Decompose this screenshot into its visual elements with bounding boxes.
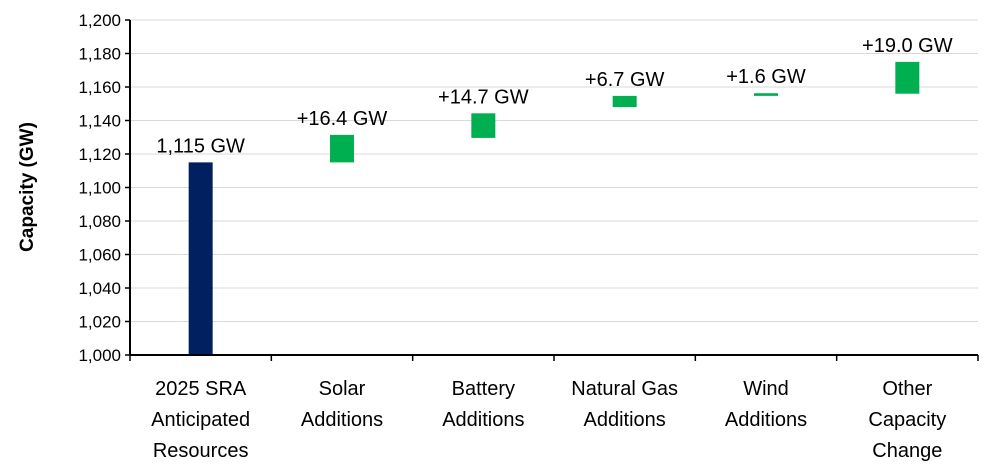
category-label: Resources [153, 440, 249, 462]
y-tick-label: 1,120 [78, 145, 121, 164]
data-label: +6.7 GW [585, 69, 665, 91]
bar-1 [188, 162, 213, 355]
category-label: Solar [319, 378, 366, 400]
y-tick-labels: 1,000 1,020 1,040 1,060 1,080 1,100 1,120 1,140… [78, 11, 121, 365]
y-tick-label: 1,040 [78, 279, 121, 298]
category-label: Additions [301, 409, 383, 431]
y-tick-label: 1,200 [78, 11, 121, 30]
category-label: 2025 SRA [155, 378, 247, 400]
category-labels: 2025 SRA Anticipated Resources Solar Additio… [151, 378, 946, 462]
bars [188, 61, 920, 355]
data-label: +19.0 GW [862, 35, 953, 57]
data-label: +1.6 GW [726, 66, 806, 88]
axes [125, 19, 979, 361]
data-label: +16.4 GW [297, 108, 388, 130]
data-label: +14.7 GW [438, 86, 529, 108]
bar-3 [471, 113, 496, 138]
data-labels: 1,115 GW +16.4 GW +14.7 GW +6.7 GW +1.6 GW +1… [156, 35, 952, 158]
category-label: Battery [452, 378, 515, 400]
bar-4 [612, 95, 637, 108]
category-label: Additions [725, 409, 807, 431]
y-tick-label: 1,180 [78, 45, 121, 64]
category-label: Change [872, 440, 942, 462]
category-label: Anticipated [151, 409, 250, 431]
y-axis-title: Capacity (GW) [17, 122, 38, 252]
category-label: Additions [584, 409, 666, 431]
y-tick-label: 1,000 [78, 346, 121, 365]
y-tick-label: 1,060 [78, 246, 121, 265]
category-label: Additions [442, 409, 524, 431]
data-label: 1,115 GW [156, 135, 245, 157]
bar-6 [895, 61, 920, 94]
y-tick-label: 1,020 [78, 313, 121, 332]
category-label: Wind [743, 378, 789, 400]
bar-5 [754, 93, 778, 96]
category-label: Other [882, 378, 932, 400]
y-tick-label: 1,140 [78, 112, 121, 131]
bar-2 [330, 134, 354, 163]
category-label: Natural Gas [571, 378, 678, 400]
y-tick-label: 1,100 [78, 179, 121, 198]
category-label: Capacity [868, 409, 946, 431]
y-tick-label: 1,160 [78, 78, 121, 97]
y-tick-label: 1,080 [78, 212, 121, 231]
gridlines [130, 19, 978, 322]
